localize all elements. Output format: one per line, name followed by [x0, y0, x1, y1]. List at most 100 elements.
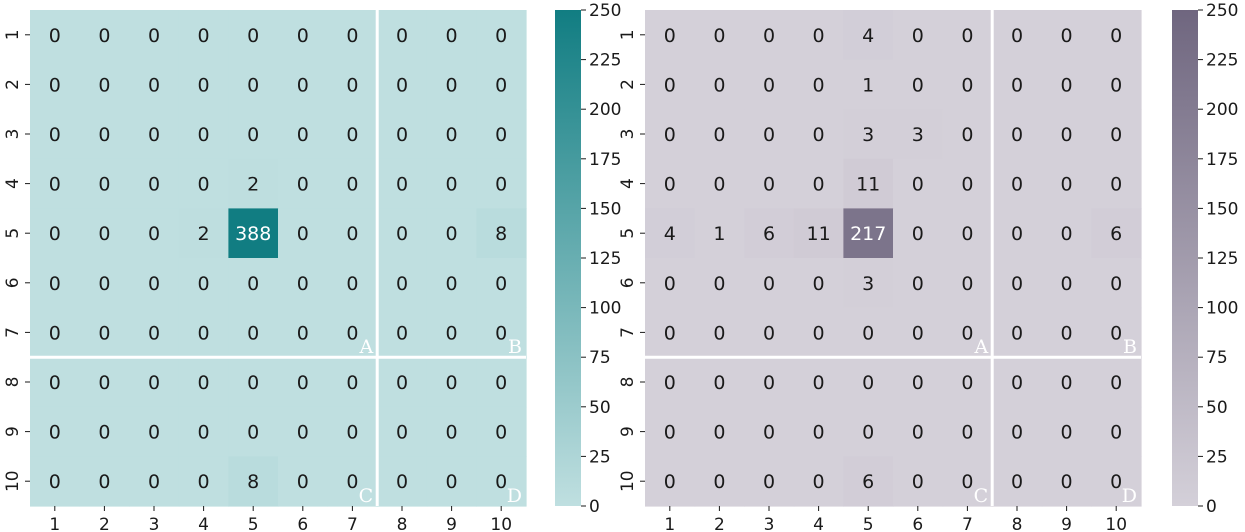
heatmap-panel-2: 0 0 0 0 4 0 0 0 0 00 0 0 0 1 0 0 0 0 00 0 0 0 3 3 0 0 0 00 0 0 0 11 0 0 0 0…: [618, 1, 1238, 532]
heatmap-cell: [228, 456, 279, 507]
heatmap-cell: [1041, 357, 1092, 408]
x-tick-label: 10: [1105, 515, 1127, 532]
heatmap-cell: [694, 258, 745, 309]
heatmap-cell: [1041, 258, 1092, 309]
cell-value-label: 0: [1011, 322, 1023, 344]
x-tick-label: 4: [198, 515, 209, 532]
cell-value-label: 0: [961, 174, 973, 196]
cell-value-label: 217: [850, 223, 886, 245]
quadrant-label-a: A: [358, 336, 373, 358]
cell-value-label: 0: [1011, 223, 1023, 245]
cell-value-label: 0: [297, 174, 309, 196]
quadrant-label-c: C: [359, 485, 374, 507]
cell-value-label: 0: [813, 273, 825, 295]
heatmap-cell: [645, 10, 696, 61]
y-tick-label: 4: [618, 178, 638, 189]
heatmap-cell: [645, 307, 696, 358]
x-tick-label: 7: [962, 515, 973, 532]
y-tick-label: 10: [3, 470, 23, 492]
heatmap-cell: [129, 456, 180, 507]
cell-value-label: 0: [961, 25, 973, 47]
heatmap-cell: [843, 307, 894, 358]
heatmap-cell: [793, 456, 844, 507]
heatmap-cell: [377, 10, 428, 61]
cell-value-label: 0: [446, 273, 458, 295]
heatmap-cell: [79, 406, 130, 457]
cell-value-label: 0: [49, 322, 61, 344]
heatmap-cell: [893, 258, 944, 309]
cell-value-label: 0: [763, 25, 775, 47]
cell-value-label: 0: [247, 74, 259, 96]
heatmap-cell: [992, 456, 1043, 507]
quadrant-label-d: D: [507, 485, 522, 507]
heatmap-cell: [843, 208, 894, 259]
cell-value-label: 0: [713, 25, 725, 47]
heatmap-cell: [476, 208, 527, 259]
colorbar-tick-label: 150: [589, 199, 621, 219]
cell-value-label: 0: [297, 124, 309, 146]
heatmap-cell: [129, 158, 180, 209]
cell-value-label: 0: [1061, 372, 1073, 394]
cell-value-label: 0: [813, 372, 825, 394]
heatmap-cell: [793, 208, 844, 259]
cell-value-label: 0: [713, 174, 725, 196]
cell-value-label: 0: [396, 25, 408, 47]
heatmap-cell: [228, 59, 279, 110]
cell-value-label: 0: [247, 422, 259, 444]
cell-value-label: 0: [49, 25, 61, 47]
colorbar-tick-label: 75: [589, 348, 611, 368]
heatmap-cell: [476, 10, 527, 61]
heatmap-cell: [793, 406, 844, 457]
y-tick-label: 1: [618, 29, 638, 40]
colorbar-tick-label: 175: [1206, 150, 1238, 170]
y-tick-label: 2: [3, 79, 23, 90]
heatmap-cell: [793, 158, 844, 209]
heatmap-cell: [327, 59, 378, 110]
heatmap-cell: [178, 406, 229, 457]
heatmap-cell: [426, 10, 477, 61]
cell-value-label: 0: [813, 471, 825, 493]
colorbar-tick-label: 250: [589, 1, 621, 21]
heatmap-cell: [893, 10, 944, 61]
heatmap-cell: [426, 158, 477, 209]
heatmap-cell: [893, 109, 944, 160]
heatmap-cell: [645, 456, 696, 507]
heatmap-cell: [645, 208, 696, 259]
cell-value-label: 0: [713, 74, 725, 96]
x-tick-label: 5: [863, 515, 874, 532]
cell-value-label: 0: [1110, 124, 1122, 146]
heatmap-cell: [30, 357, 81, 408]
heatmap-cell: [178, 109, 229, 160]
heatmap-cell: [942, 456, 993, 507]
heatmap-cell: [228, 109, 279, 160]
heatmap-cell: [476, 109, 527, 160]
cell-value-label: 0: [664, 372, 676, 394]
heatmap-cell: [178, 456, 229, 507]
cell-value-label: 0: [346, 422, 358, 444]
cell-value-label: 3: [862, 273, 874, 295]
cell-value-label: 0: [247, 273, 259, 295]
heatmap-cell: [178, 208, 229, 259]
heatmap-cell: [178, 357, 229, 408]
heatmap-cell: [30, 406, 81, 457]
cell-value-label: 0: [961, 422, 973, 444]
cell-value-label: 3: [862, 124, 874, 146]
heatmap-cell: [1041, 109, 1092, 160]
cell-value-label: 0: [198, 174, 210, 196]
heatmap-cell: [426, 357, 477, 408]
y-tick-label: 9: [3, 426, 23, 437]
x-tick-label: 5: [248, 515, 259, 532]
cell-value-label: 0: [1061, 74, 1073, 96]
colorbar-tick-label: 125: [1206, 249, 1238, 269]
cell-value-label: 0: [446, 74, 458, 96]
heatmap-cell: [942, 406, 993, 457]
cell-value-label: 0: [446, 25, 458, 47]
heatmap-cell: [1091, 208, 1142, 259]
heatmap-cell: [278, 357, 329, 408]
cell-value-label: 0: [198, 372, 210, 394]
heatmap-cell: [1041, 59, 1092, 110]
heatmap-cell: [992, 406, 1043, 457]
cell-value-label: 0: [297, 372, 309, 394]
heatmap-cell: [744, 258, 795, 309]
y-tick-label: 3: [618, 129, 638, 140]
